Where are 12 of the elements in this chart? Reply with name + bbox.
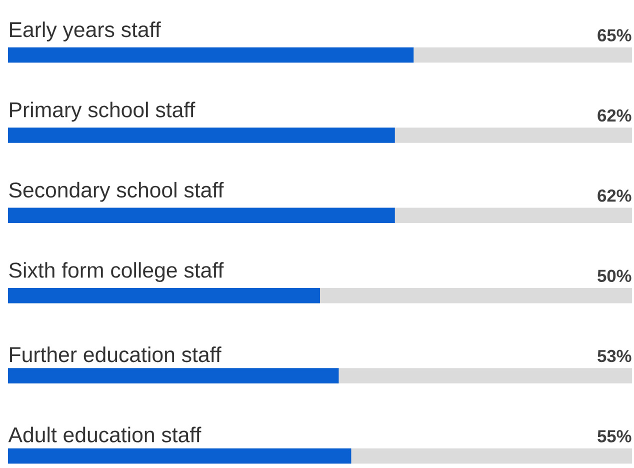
data-label: 55% [598,430,632,442]
y-tick-label: Adult education staff [8,426,202,442]
y-tick-label: Further education staff [10,346,222,362]
y-tick-label: Sixth form college staff [9,262,224,282]
data-label: 53% [598,350,632,362]
data-label: 65% [598,29,632,42]
data-label: 62% [598,190,632,202]
y-tick-label: Secondary school staff [9,182,224,202]
y-tick-label: Primary school staff [10,102,196,122]
y-tick-label: Early years staff [10,22,161,42]
data-label: 62% [598,109,632,122]
data-label: 50% [598,270,632,282]
